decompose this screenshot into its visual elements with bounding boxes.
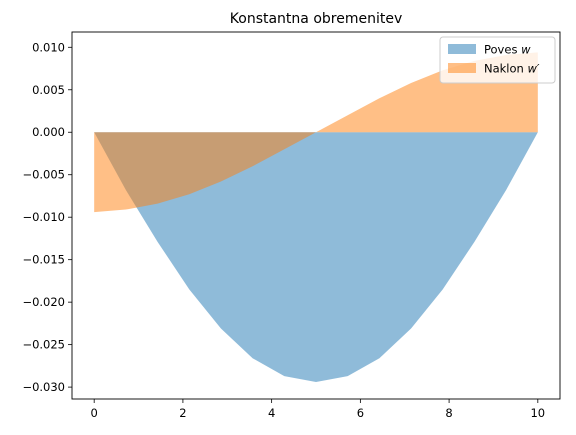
x-tick-label: 2: [179, 406, 186, 420]
x-tick-label: 10: [530, 406, 545, 420]
y-tick-label: 0.005: [32, 83, 65, 97]
y-tick-label: −0.005: [22, 168, 65, 182]
x-tick-label: 8: [445, 406, 452, 420]
y-tick-label: 0.000: [32, 125, 65, 139]
y-tick-label: 0.010: [32, 40, 65, 54]
y-tick-label: −0.030: [22, 380, 65, 394]
legend-label-naklon: Naklon w′: [484, 62, 540, 76]
x-tick-label: 4: [268, 406, 275, 420]
x-tick-label: 0: [91, 406, 98, 420]
x-tick-label: 6: [357, 406, 364, 420]
y-tick-label: −0.020: [22, 295, 65, 309]
legend-swatch-naklon: [448, 63, 476, 73]
legend-swatch-poves: [448, 44, 476, 54]
legend-label-poves: Poves w: [484, 43, 531, 57]
chart-title: Konstantna obremenitev: [230, 11, 402, 27]
y-tick-label: −0.025: [22, 338, 65, 352]
legend: Poves w Naklon w′: [440, 37, 555, 83]
y-tick-label: −0.010: [22, 210, 65, 224]
y-tick-label: −0.015: [22, 253, 65, 267]
